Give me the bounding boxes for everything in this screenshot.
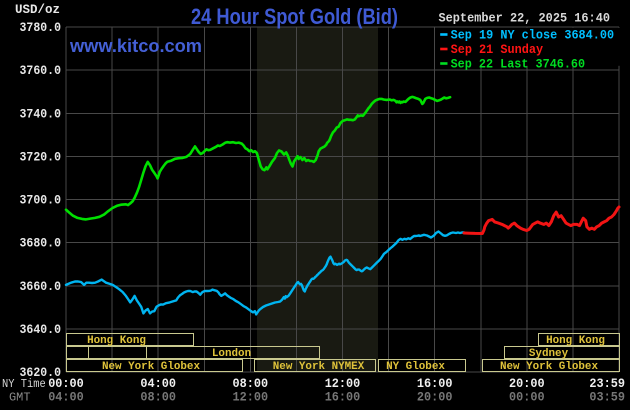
svg-text:3660.0: 3660.0 (20, 280, 62, 294)
svg-text:New York Globex: New York Globex (500, 361, 598, 373)
svg-text:3760.0: 3760.0 (20, 64, 62, 78)
svg-text:New York NYMEX: New York NYMEX (273, 361, 365, 373)
svg-text:Sep 19 NY close 3684.00: Sep 19 NY close 3684.00 (451, 29, 614, 43)
svg-text:NY Globex: NY Globex (386, 361, 445, 373)
svg-text:08:00: 08:00 (233, 377, 269, 391)
svg-text:03:59: 03:59 (589, 391, 625, 405)
svg-text:20:00: 20:00 (509, 377, 545, 391)
svg-text:00:00: 00:00 (509, 391, 545, 405)
svg-text:3680.0: 3680.0 (20, 237, 62, 251)
svg-text:Hong Kong: Hong Kong (546, 335, 605, 347)
svg-text:September 22, 2025 16:40: September 22, 2025 16:40 (439, 12, 611, 26)
svg-text:3780.0: 3780.0 (20, 21, 62, 35)
svg-text:00:00: 00:00 (48, 377, 84, 391)
svg-text:Sep 22 Last 3746.60: Sep 22 Last 3746.60 (451, 58, 585, 72)
svg-text:04:00: 04:00 (48, 391, 84, 405)
svg-text:20:00: 20:00 (417, 391, 453, 405)
svg-text:24 Hour Spot Gold (Bid): 24 Hour Spot Gold (Bid) (191, 4, 398, 29)
svg-text:08:00: 08:00 (140, 391, 176, 405)
svg-text:London: London (212, 348, 251, 360)
svg-text:04:00: 04:00 (140, 377, 176, 391)
svg-text:3720.0: 3720.0 (20, 151, 62, 165)
svg-text:12:00: 12:00 (325, 377, 361, 391)
svg-text:3620.0: 3620.0 (20, 366, 62, 380)
svg-text:12:00: 12:00 (233, 391, 269, 405)
svg-text:16:00: 16:00 (325, 391, 361, 405)
svg-text:3700.0: 3700.0 (20, 194, 62, 208)
svg-text:www.kitco.com: www.kitco.com (69, 36, 202, 56)
svg-text:Sep 21 Sunday: Sep 21 Sunday (451, 43, 544, 57)
svg-text:GMT: GMT (9, 392, 31, 405)
svg-text:16:00: 16:00 (417, 377, 453, 391)
svg-text:Sydney: Sydney (529, 348, 569, 360)
svg-text:Hong Kong: Hong Kong (87, 335, 146, 347)
svg-text:New York Globex: New York Globex (102, 361, 200, 373)
svg-text:USD/oz: USD/oz (15, 3, 60, 17)
svg-text:NY Time: NY Time (2, 378, 46, 391)
svg-text:3640.0: 3640.0 (20, 323, 62, 337)
svg-text:23:59: 23:59 (589, 377, 625, 391)
svg-text:3740.0: 3740.0 (20, 107, 62, 121)
